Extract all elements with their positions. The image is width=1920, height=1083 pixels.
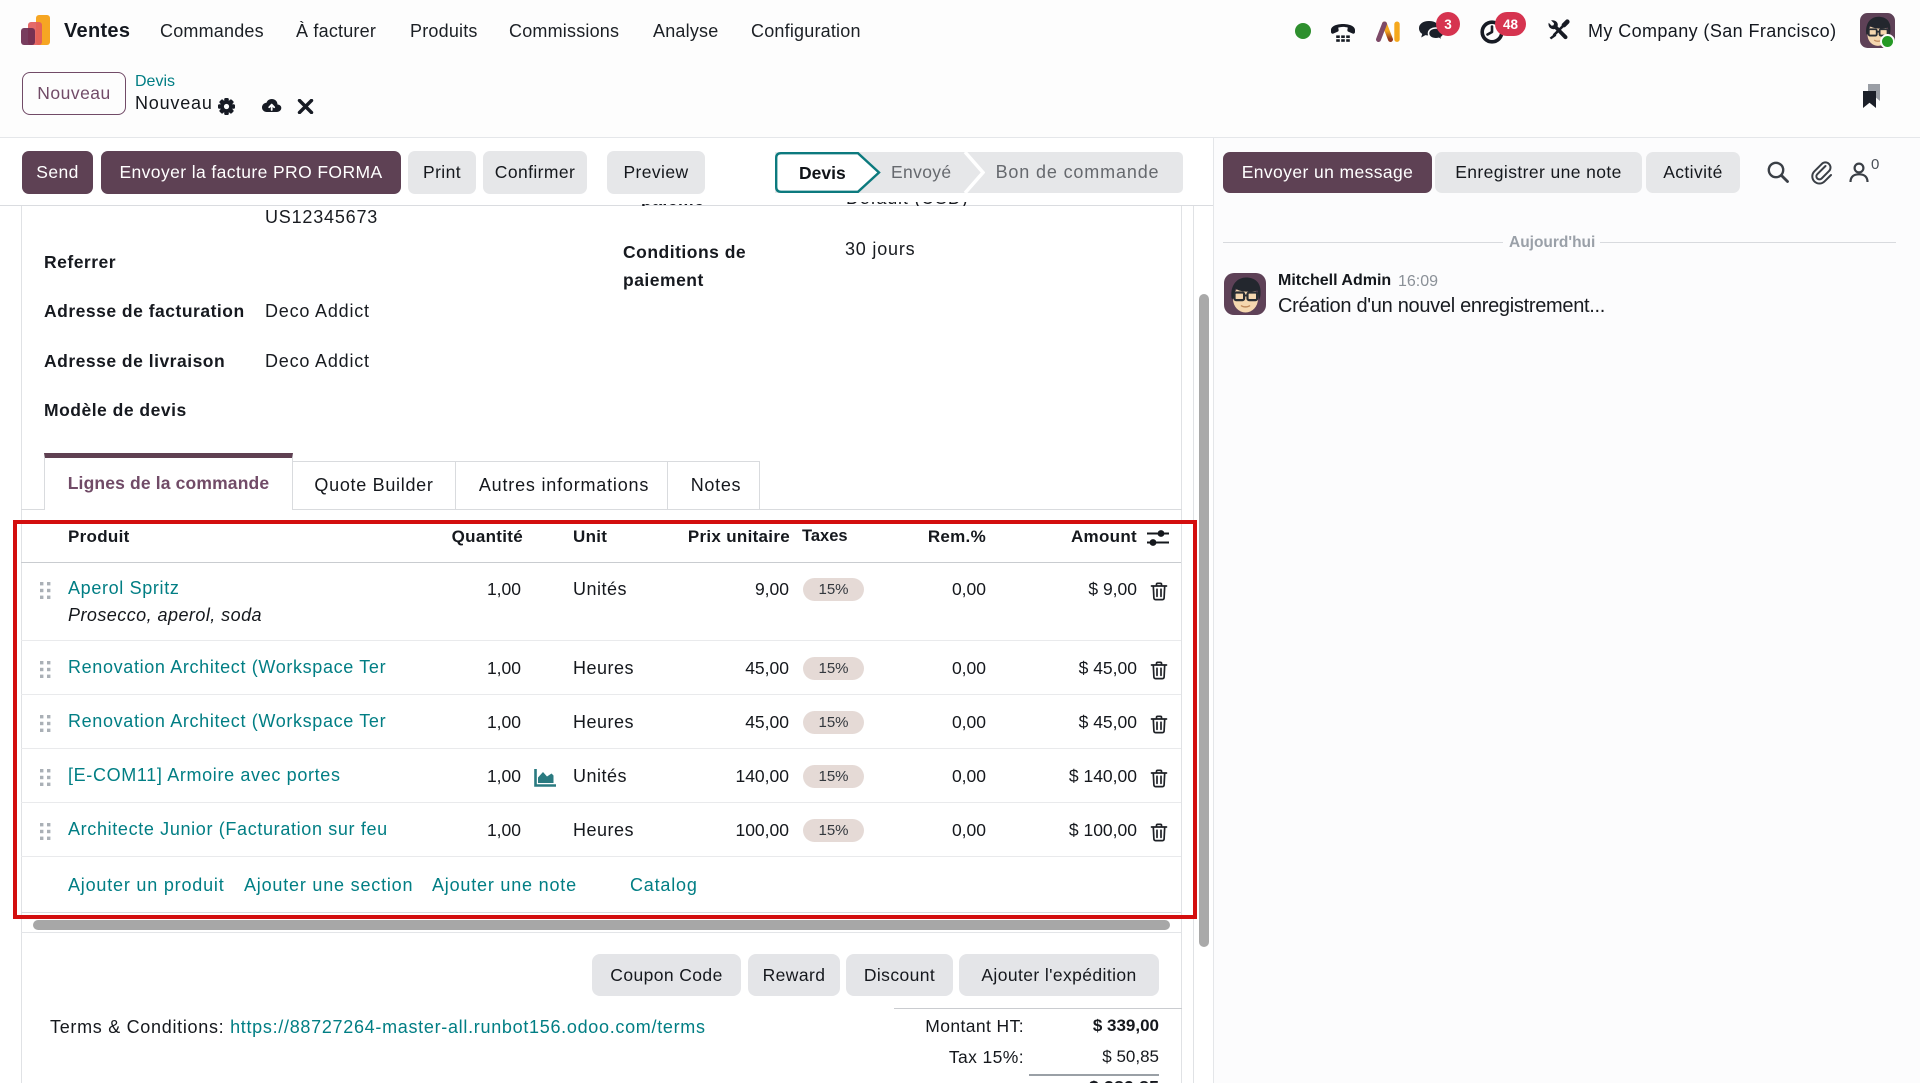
svg-text:Devis: Devis [799, 163, 846, 183]
